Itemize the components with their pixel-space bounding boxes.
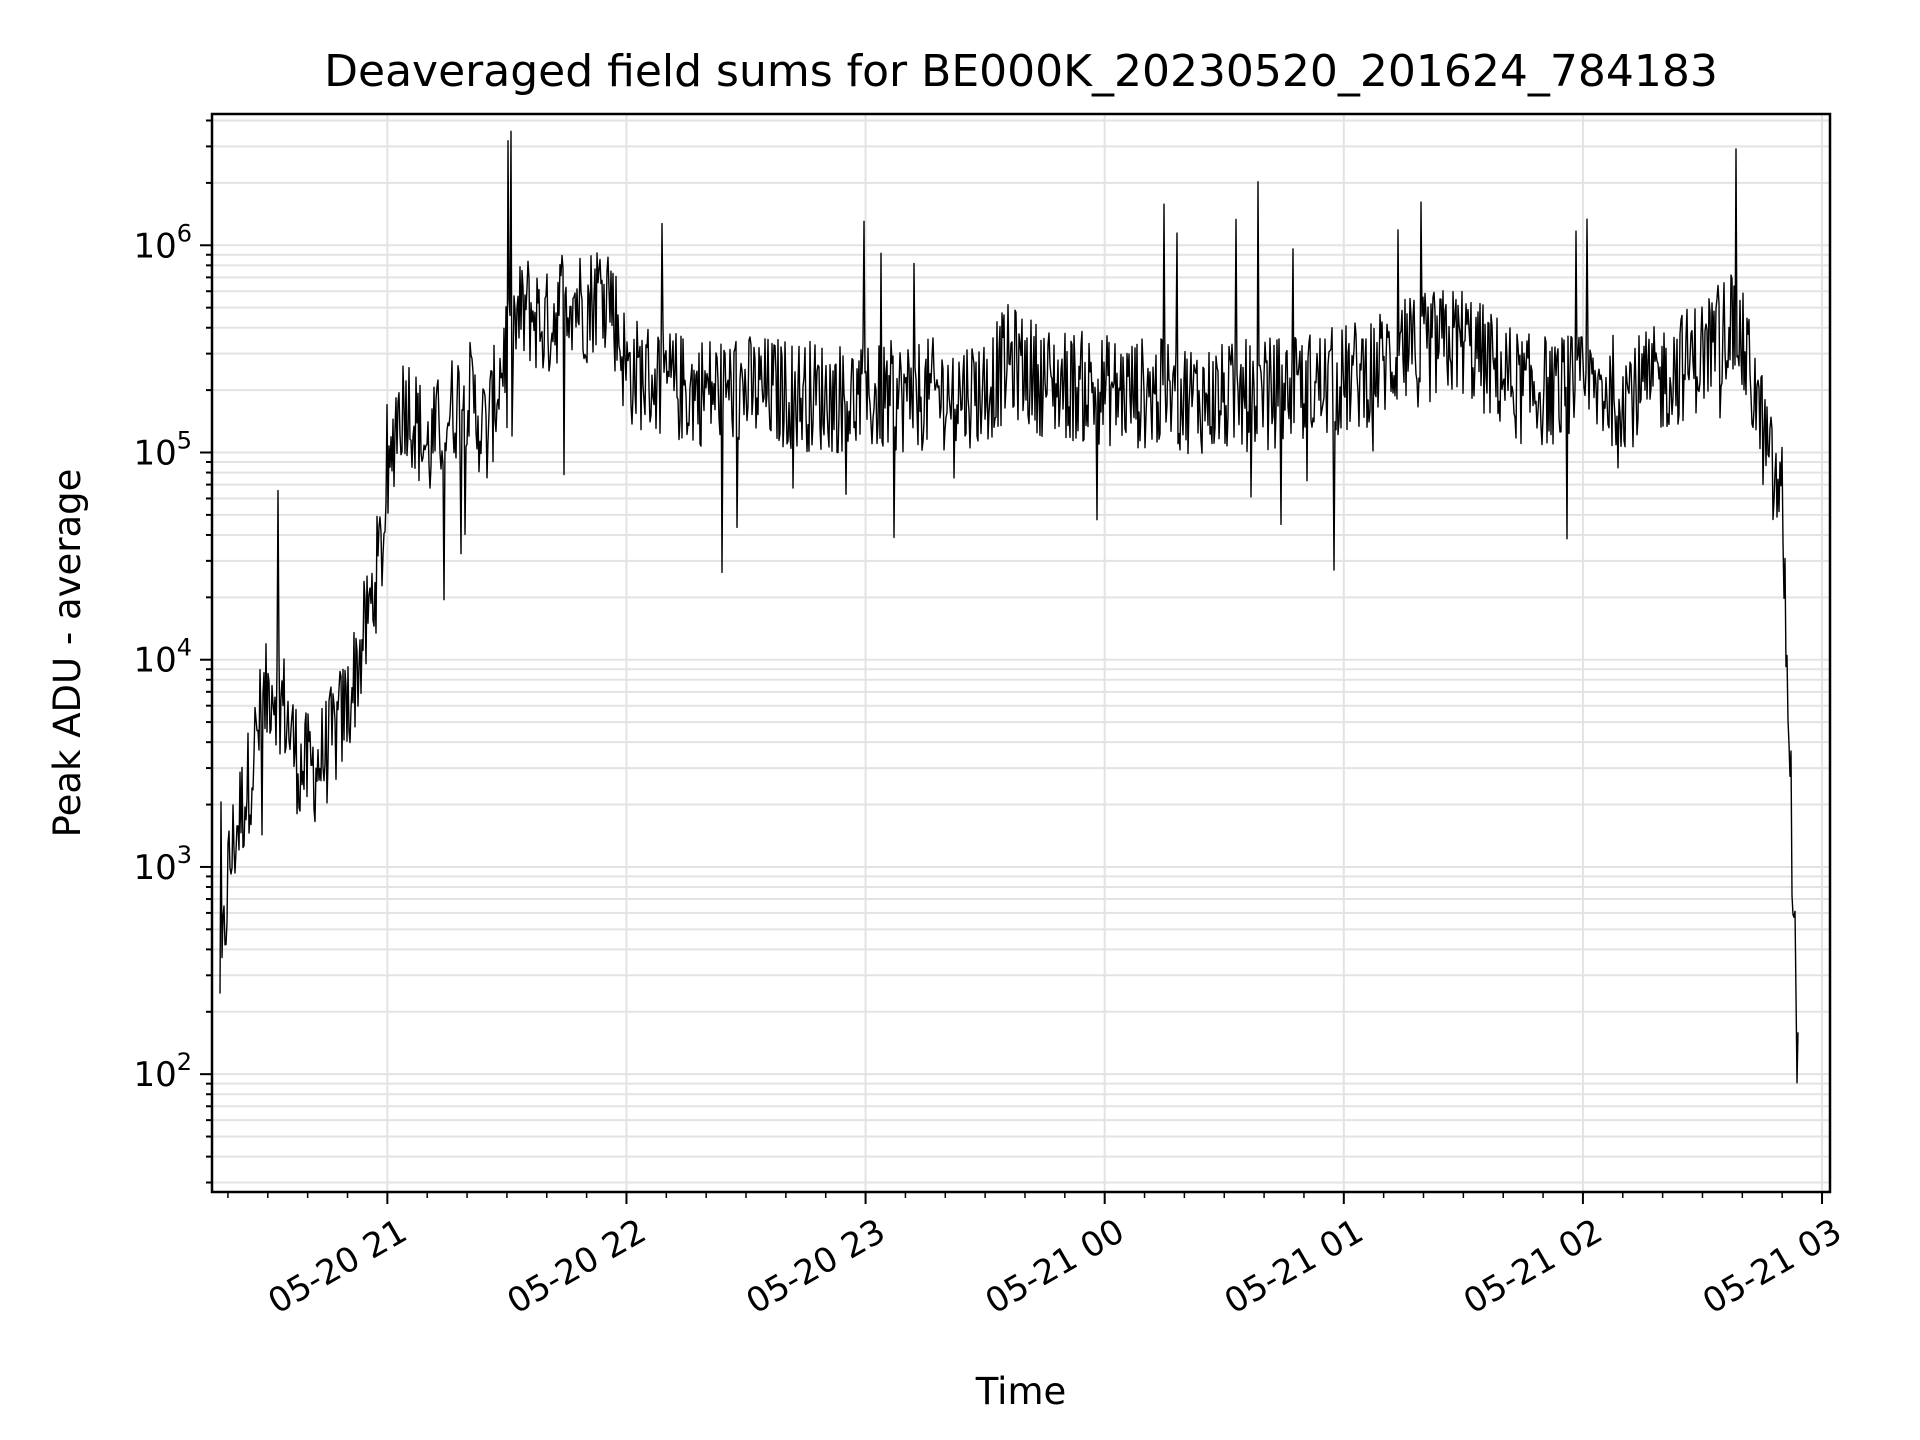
y-tick-base: 10 bbox=[133, 848, 176, 888]
grid bbox=[212, 114, 1830, 1192]
y-tick-label: 105 bbox=[133, 426, 192, 473]
y-tick-label: 106 bbox=[133, 219, 192, 266]
y-tick-exponent: 5 bbox=[177, 426, 192, 454]
y-tick-base: 10 bbox=[133, 641, 176, 681]
y-tick-label: 103 bbox=[133, 841, 192, 888]
chart-title: Deaveraged field sums for BE000K_2023052… bbox=[324, 46, 1718, 97]
y-tick-base: 10 bbox=[133, 226, 176, 266]
y-tick-exponent: 6 bbox=[177, 219, 192, 247]
series-line bbox=[219, 130, 1799, 1084]
y-axis-label: Peak ADU - average bbox=[46, 469, 89, 838]
y-tick-base: 10 bbox=[133, 1055, 176, 1095]
y-tick-label: 104 bbox=[133, 634, 192, 681]
y-tick-label: 102 bbox=[133, 1048, 192, 1095]
y-tick-base: 10 bbox=[133, 433, 176, 473]
plot-frame bbox=[210, 112, 1832, 1194]
x-axis-label: Time bbox=[975, 1370, 1067, 1413]
y-tick-exponent: 2 bbox=[177, 1048, 192, 1076]
series-layer bbox=[219, 130, 1799, 1084]
y-tick-exponent: 4 bbox=[177, 634, 192, 662]
y-tick-exponent: 3 bbox=[177, 841, 192, 869]
